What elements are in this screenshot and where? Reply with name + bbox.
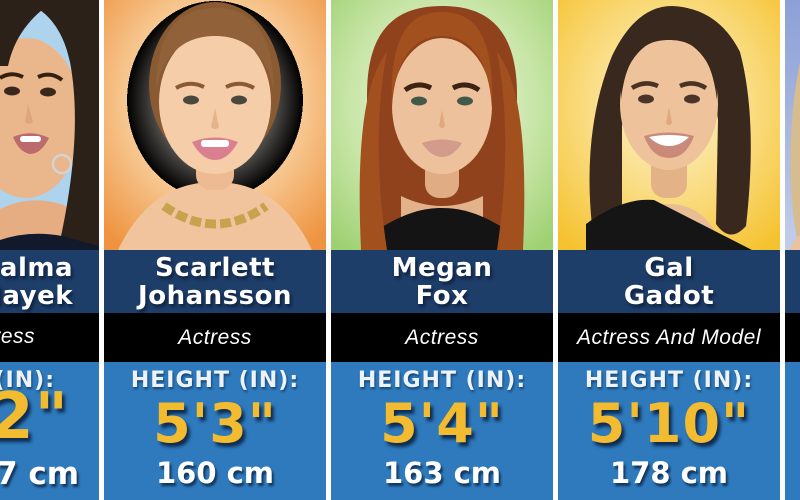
celebrity-name-line2: Johansson (138, 280, 292, 311)
celebrity-photo (785, 0, 800, 250)
height-in-label: HEIGHT (IN): (130, 368, 300, 393)
celebrity-name: Scarlett Johansson (104, 250, 326, 313)
height-section: HEIGHT (IN): 5'3" 160 cm (104, 362, 326, 500)
height-cm-value: 163 cm (382, 456, 502, 490)
height-ft-value: 5'2" (0, 380, 69, 454)
celebrity-card: Scarlett Johansson Actress HEIGHT (IN): … (104, 0, 326, 500)
height-cm-value: 160 cm (155, 456, 275, 490)
celebrity-name: Megan Fox (331, 250, 553, 313)
celebrity-card: Gal Gadot Actress And Model HEIGHT (IN):… (558, 0, 780, 500)
height-cm-value: 157 cm (0, 456, 79, 492)
celebrity-avatar (331, 0, 553, 250)
celebrity-name-line1: Scarlett (155, 252, 275, 283)
occupation-bar: Actress And Model (558, 313, 780, 362)
height-section: HEIGHT (IN): 5'4" 163 cm (331, 362, 553, 500)
celebrity-name-line1: Gal (644, 252, 694, 283)
celebrity-name (785, 250, 800, 313)
occupation-label: Actress And Model (577, 325, 761, 349)
height-in-label: HEIGHT (IN): (0, 368, 55, 393)
celebrity-name: Salma Hayek (0, 250, 99, 313)
occupation-bar: Actress (0, 313, 99, 362)
height-section: HEIGHT (IN): 5'2" 157 cm (0, 362, 99, 500)
height-ft-value: 5'3" (153, 392, 277, 455)
celebrity-card: Megan Fox Actress HEIGHT (IN): 5'4" 163 … (331, 0, 553, 500)
celebrity-card (785, 0, 800, 500)
celebrity-avatar (104, 0, 326, 250)
height-cm-value: 178 cm (609, 456, 729, 490)
celebrity-avatar (0, 0, 99, 250)
celebrity-photo (0, 0, 99, 250)
height-section (785, 362, 800, 500)
celebrity-name-line2: Hayek (0, 280, 73, 311)
celebrity-photo (558, 0, 780, 250)
height-ft-value: 5'4" (380, 392, 504, 455)
occupation-bar (785, 313, 800, 362)
occupation-bar: Actress (331, 313, 553, 362)
occupation-label: Actress (0, 325, 35, 348)
celebrity-name-line2: Fox (415, 280, 469, 311)
height-section: HEIGHT (IN): 5'10" 178 cm (558, 362, 780, 500)
celebrity-avatar (558, 0, 780, 250)
celebrity-photo (331, 0, 553, 250)
celebrity-name: Gal Gadot (558, 250, 780, 313)
celebrity-avatar (785, 0, 800, 250)
occupation-label: Actress (178, 325, 252, 349)
height-ft-value: 5'10" (587, 392, 751, 455)
celebrity-card: Salma Hayek Actress HEIGHT (IN): 5'2" 15… (0, 0, 99, 500)
celebrity-name-line1: Megan (391, 252, 493, 283)
occupation-bar: Actress (104, 313, 326, 362)
occupation-label: Actress (405, 325, 479, 349)
celebrity-photo (104, 0, 326, 250)
height-in-label: HEIGHT (IN): (584, 368, 754, 393)
celebrity-name-line2: Gadot (623, 280, 715, 311)
height-in-label: HEIGHT (IN): (357, 368, 527, 393)
celebrity-name-line1: Salma (0, 252, 73, 283)
